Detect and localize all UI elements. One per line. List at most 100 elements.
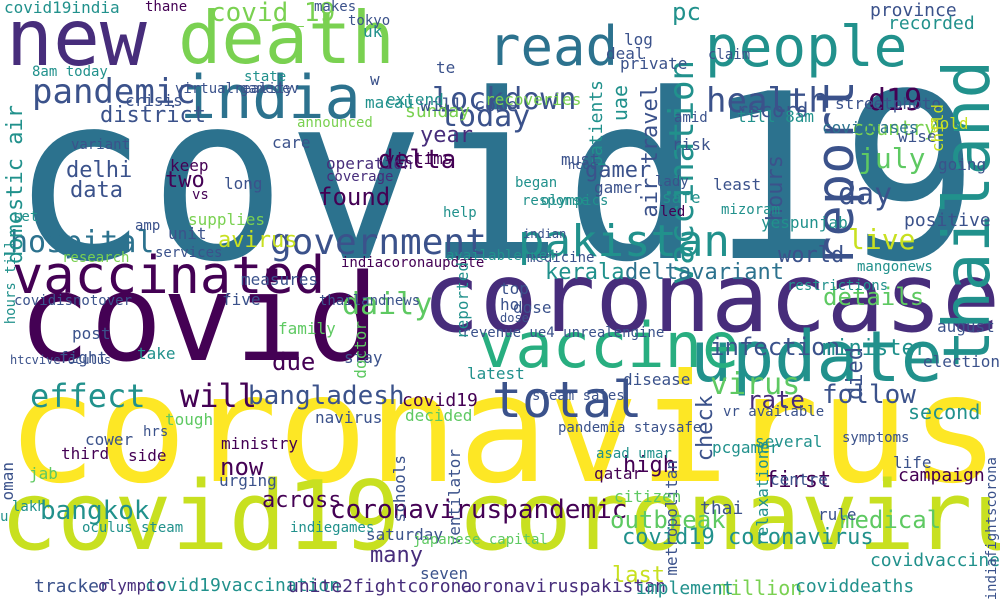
cloud-word: world [778,243,845,268]
cloud-word: response [522,193,590,209]
cloud-word: total [492,371,643,429]
cloud-word: fight [59,348,108,367]
cloud-word: must [561,150,600,169]
cloud-word: family [278,319,336,338]
cloud-word: last [612,563,665,588]
cloud-word: covid [18,250,380,389]
cloud-word: cower [85,430,134,449]
cloud-word: asad umar [596,446,672,462]
cloud-word: bangladesh [248,381,405,411]
cloud-word: long [224,174,263,193]
cloud-word: safe [662,188,701,207]
cloud-word: care [272,133,311,152]
cloud-word: available ue4 [446,248,556,264]
cloud-word: gamedev [240,81,300,97]
cloud-word: urging [219,471,277,490]
cloud-word: announced [297,115,373,131]
cloud-word: unit [168,224,207,243]
cloud-word: gold [930,114,969,133]
cloud-word: indian [523,227,567,241]
cloud-word: country [852,116,937,140]
cloud-word: new [6,0,147,84]
cloud-word: uk [363,22,383,41]
cloud-word: recoveries [485,90,582,109]
cloud-word: latest [467,364,525,383]
cloud-word: mizoram [721,202,781,218]
cloud-word: dose [500,311,529,325]
cloud-word: crisis [125,91,183,110]
cloud-word: covid19 coronavirus [0,462,1000,572]
cloud-word: log [624,30,653,49]
cloud-word: navirus [315,408,383,427]
cloud-word: oman [0,462,17,501]
cloud-word: covid19 [402,390,478,411]
cloud-word: outbreak [610,506,726,534]
cloud-word: kerala [545,260,625,285]
cloud-word: seven [420,564,469,583]
cloud-word: till 8am [737,107,815,126]
cloud-word: jab [29,464,58,483]
cloud-word: found [318,183,391,211]
cloud-word: pandemic [32,72,196,112]
cloud-word: year [420,123,473,148]
cloud-word: government [270,222,487,263]
cloud-word: research [62,250,130,266]
cloud-word: w [370,70,380,89]
cloud-word: symptoms [842,430,910,446]
cloud-word: five [222,290,261,309]
cloud-word: death [178,0,395,80]
cloud-word: thai [700,498,744,519]
cloud-word: read [488,15,619,78]
cloud-word: minister [822,336,928,361]
cloud-word: day [838,177,893,212]
cloud-word: schools [390,455,409,523]
cloud-word: bangkok [40,496,150,526]
cloud-word: coronaviruspandemic [330,495,628,525]
cloud-word: pakistan [518,216,730,267]
cloud-word: infection [710,333,841,361]
cloud-word: daily [342,287,433,322]
cloud-word: te [436,58,456,77]
cloud-word: going [938,155,987,174]
cloud-word: uae [608,85,632,122]
cloud-word: help [443,205,477,221]
cloud-word: decided [405,406,473,425]
cloud-word: gamer [585,158,652,183]
cloud-word: tough [165,410,214,429]
cloud-word: services [155,245,223,261]
cloud-word: disease [623,370,691,389]
cloud-word: gamer [594,178,643,197]
cloud-word: operation [326,154,413,173]
cloud-word: july [858,142,926,175]
cloud-word: mangonews [857,259,933,275]
cloud-word: japanese capital [413,532,548,548]
cloud-word: record [736,98,809,122]
cloud-word: thailandnews [319,293,421,309]
cloud-word: wise [898,127,937,146]
cloud-word: covidisnotover [14,293,133,309]
cloud-word: risk [672,135,711,154]
cloud-word: private [620,54,688,73]
cloud-word: vr available [723,404,825,420]
cloud-word: delhi [66,158,133,183]
cloud-word: vaccination [662,60,702,286]
cloud-word: lakh [12,499,46,515]
cloud-word: ministry [221,434,299,453]
cloud-word: vaccine [478,309,740,382]
cloud-word: amid [674,110,708,126]
cloud-word: revenue ue4 unrealengine [462,325,665,341]
cloud-word: election [922,352,1000,371]
cloud-word: positive [904,210,991,231]
cloud-word: macau [365,93,414,112]
cloud-word: ho [500,295,520,314]
cloud-word: several [755,432,823,451]
cloud-word: will come [420,95,518,116]
cloud-word: victims [385,149,453,168]
cloud-word: recorded [888,13,975,34]
cloud-word: high [623,453,676,478]
cloud-word: many [370,543,423,568]
cloud-word: district [100,103,206,128]
cloud-word: streetphoto [835,94,941,113]
cloud-word: unite2fightcorona [288,576,473,597]
cloud-word: hours till [3,240,19,325]
